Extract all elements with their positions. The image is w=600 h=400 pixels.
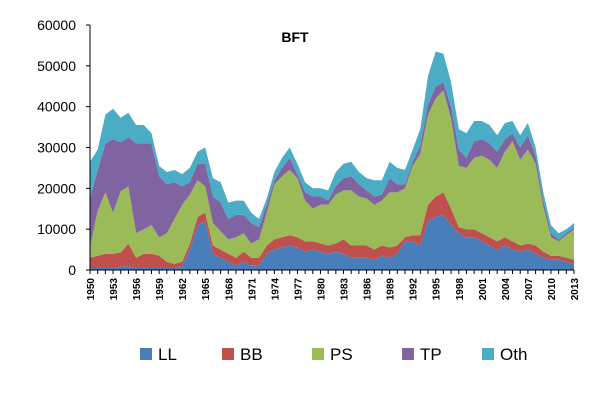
x-tick-label: 2007 bbox=[524, 278, 535, 301]
legend-item-oth: Oth bbox=[482, 345, 527, 364]
x-tick-label: 2010 bbox=[547, 278, 558, 301]
legend-label-oth: Oth bbox=[500, 345, 527, 364]
legend-swatch-bb bbox=[222, 348, 234, 360]
x-tick-label: 1995 bbox=[432, 278, 443, 301]
x-tick-label: 1983 bbox=[340, 278, 351, 301]
legend-label-ll: LL bbox=[158, 345, 177, 364]
x-tick-label: 1989 bbox=[386, 278, 397, 301]
area-series-oth bbox=[90, 51, 574, 240]
x-tick-label: 2013 bbox=[570, 278, 581, 301]
legend-label-bb: BB bbox=[240, 345, 263, 364]
y-tick-label: 30000 bbox=[37, 140, 76, 156]
x-tick-label: 1965 bbox=[201, 278, 212, 301]
x-tick-label: 1977 bbox=[293, 278, 304, 301]
area-series-ll bbox=[90, 214, 574, 270]
y-ticks: 0 10000 20000 30000 40000 50000 60000 bbox=[37, 17, 90, 278]
y-tick-label: 0 bbox=[68, 262, 76, 278]
x-tick-label: 1953 bbox=[109, 278, 120, 301]
x-tick-label: 1992 bbox=[409, 278, 420, 301]
x-tick-label: 1956 bbox=[132, 278, 143, 301]
legend-label-ps: PS bbox=[330, 345, 353, 364]
areas-layer bbox=[90, 51, 574, 270]
legend: LL BB PS TP Oth bbox=[140, 345, 527, 364]
legend-item-bb: BB bbox=[222, 345, 263, 364]
y-tick-label: 60000 bbox=[37, 17, 76, 33]
legend-swatch-ps bbox=[312, 348, 324, 360]
legend-swatch-tp bbox=[402, 348, 414, 360]
chart-title: BFT bbox=[281, 29, 309, 45]
area-series-bb bbox=[90, 192, 574, 268]
x-tick-label: 1959 bbox=[155, 278, 166, 301]
y-tick-label: 40000 bbox=[37, 99, 76, 115]
area-series-ps bbox=[90, 90, 574, 264]
legend-item-ll: LL bbox=[140, 345, 177, 364]
legend-swatch-oth bbox=[482, 348, 494, 360]
x-tick-label: 1980 bbox=[317, 278, 328, 301]
x-tick-label: 1950 bbox=[86, 278, 97, 301]
y-tick-label: 50000 bbox=[37, 58, 76, 74]
y-tick-label: 10000 bbox=[37, 221, 76, 237]
area-series-tp bbox=[90, 82, 574, 248]
x-tick-label: 1974 bbox=[270, 278, 281, 301]
legend-item-tp: TP bbox=[402, 345, 442, 364]
x-tick-label: 1998 bbox=[455, 278, 466, 301]
x-tick-label: 1971 bbox=[247, 278, 258, 301]
x-tick-label: 1986 bbox=[363, 278, 374, 301]
legend-label-tp: TP bbox=[420, 345, 442, 364]
x-tick-label: 2004 bbox=[501, 278, 512, 301]
x-ticks: 1950 1953 1956 1959 1962 1965 1968 1971 1974 1977… bbox=[86, 270, 581, 300]
x-tick-label: 1968 bbox=[224, 278, 235, 301]
legend-item-ps: PS bbox=[312, 345, 353, 364]
legend-swatch-ll bbox=[140, 348, 152, 360]
y-tick-label: 20000 bbox=[37, 180, 76, 196]
x-tick-label: 2001 bbox=[478, 278, 489, 301]
x-tick-label: 1962 bbox=[178, 278, 189, 301]
